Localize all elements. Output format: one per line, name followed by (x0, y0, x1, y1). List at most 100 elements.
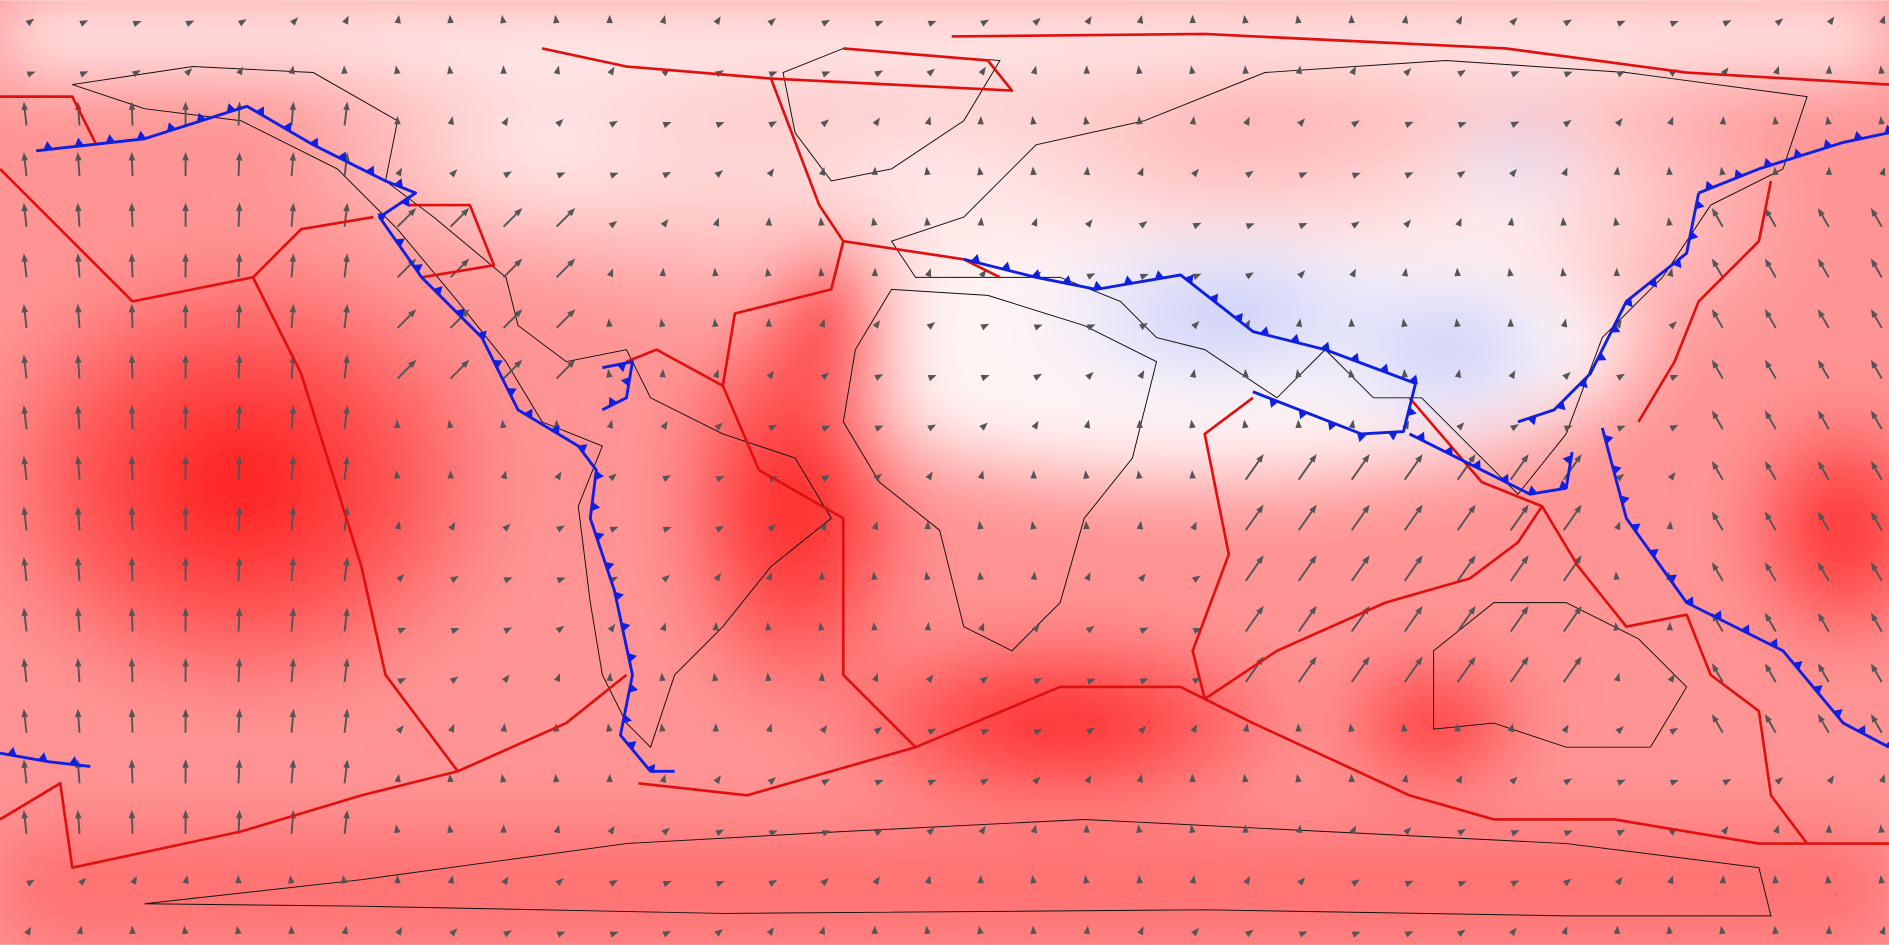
arrow-head (980, 19, 990, 27)
arrow-head (1669, 779, 1679, 786)
arrow-head (1614, 521, 1621, 531)
arrow-head (1666, 268, 1674, 277)
arrow-head (821, 425, 831, 432)
arrow-head (1298, 222, 1308, 230)
arrow-head (1455, 774, 1463, 784)
arrow-head (1561, 167, 1568, 177)
arrow-head (236, 66, 243, 76)
arrow-head (182, 101, 189, 110)
subduction-tooth (1259, 326, 1270, 336)
subduction-tooth (1001, 261, 1011, 271)
arrow-head (1242, 773, 1249, 783)
arrow-head (1083, 875, 1090, 884)
arrow-head (21, 708, 28, 718)
arrow-head (1189, 824, 1196, 834)
arrow-head (1711, 562, 1719, 572)
arrow-head (659, 723, 666, 732)
arrow-head (1348, 14, 1355, 24)
arrow-head (1457, 122, 1467, 129)
arrow-head (1083, 116, 1090, 125)
arrow-head (1772, 874, 1779, 884)
arrow-head (395, 725, 404, 734)
arrow-head (461, 207, 470, 217)
arrow-head (1870, 258, 1878, 268)
arrow-head (1870, 511, 1878, 521)
subduction-tooth (1062, 275, 1072, 285)
subduction-tooth (1833, 709, 1843, 719)
arrow-head (1454, 723, 1461, 732)
arrow-head (1560, 318, 1568, 328)
subduction-tooth (1610, 324, 1621, 333)
arrow-head (235, 658, 243, 667)
arrow-head (500, 773, 507, 783)
arrow-head (1309, 605, 1317, 615)
arrow-head (1415, 454, 1423, 463)
arrow-head (1083, 166, 1091, 176)
arrow-head (1825, 925, 1833, 935)
arrow-head (21, 202, 28, 212)
arrow-head (662, 526, 672, 533)
arrow-head (514, 258, 523, 267)
arrow-head (503, 627, 513, 634)
arrow-head (1189, 419, 1196, 429)
arrow-head (288, 65, 295, 75)
arrow-head (712, 217, 720, 227)
arrow-head (1030, 166, 1037, 176)
arrow-head (1031, 420, 1039, 430)
arrow-shaft (1562, 457, 1580, 481)
subduction-tooth (196, 112, 206, 123)
arrow-head (235, 925, 242, 935)
arrow-head (820, 878, 829, 887)
arrow-head (660, 420, 668, 430)
arrow-head (1764, 663, 1772, 673)
arrow-head (1456, 929, 1466, 938)
arrow-head (289, 506, 297, 515)
arrow-head (341, 925, 348, 935)
arrow-head (662, 930, 672, 938)
arrow-head (408, 309, 417, 318)
subduction-tooth (1712, 610, 1722, 621)
arrow-head (818, 166, 826, 176)
arrow-head (1454, 369, 1462, 378)
arrow-head (75, 303, 82, 313)
arrow-head (289, 253, 297, 262)
subduction-tooth (604, 561, 615, 571)
arrow-head (768, 830, 778, 837)
arrow-head (659, 15, 667, 24)
arrow-head (21, 455, 28, 465)
subduction-tooth (255, 106, 264, 117)
arrow-head (447, 875, 455, 885)
arrow-head (1878, 824, 1885, 834)
arrow-head (182, 354, 189, 363)
subduction-tooth (337, 151, 347, 162)
subduction-tooth (1269, 398, 1279, 408)
subduction-tooth (105, 134, 116, 144)
arrow-head (1298, 931, 1308, 938)
arrow-head (1455, 217, 1462, 227)
arrow-head (1562, 371, 1571, 380)
arrow-head (1817, 258, 1825, 268)
arrow-head (288, 875, 295, 884)
arrow-head (1084, 572, 1091, 581)
arrow-head (1521, 555, 1529, 564)
arrow-head (1454, 267, 1461, 277)
plate-boundary (1191, 396, 1254, 700)
arrow-head (818, 571, 825, 580)
arrow-head (182, 202, 189, 212)
arrow-head (408, 207, 417, 217)
arrow-head (461, 309, 470, 318)
arrow-shaft (1456, 558, 1474, 582)
arrow-head (1297, 118, 1306, 127)
arrow-head (1521, 656, 1529, 666)
arrow-shaft (1456, 508, 1474, 531)
arrow-head (609, 879, 619, 887)
arrow-head (128, 152, 136, 161)
arrow-head (1870, 713, 1878, 723)
arrow-head (765, 318, 772, 327)
arrow-head (871, 217, 878, 227)
arrow-head (1295, 14, 1302, 24)
arrow-head (1563, 71, 1573, 78)
subduction-zone (1517, 192, 1701, 424)
subduction-tooth (493, 360, 503, 369)
